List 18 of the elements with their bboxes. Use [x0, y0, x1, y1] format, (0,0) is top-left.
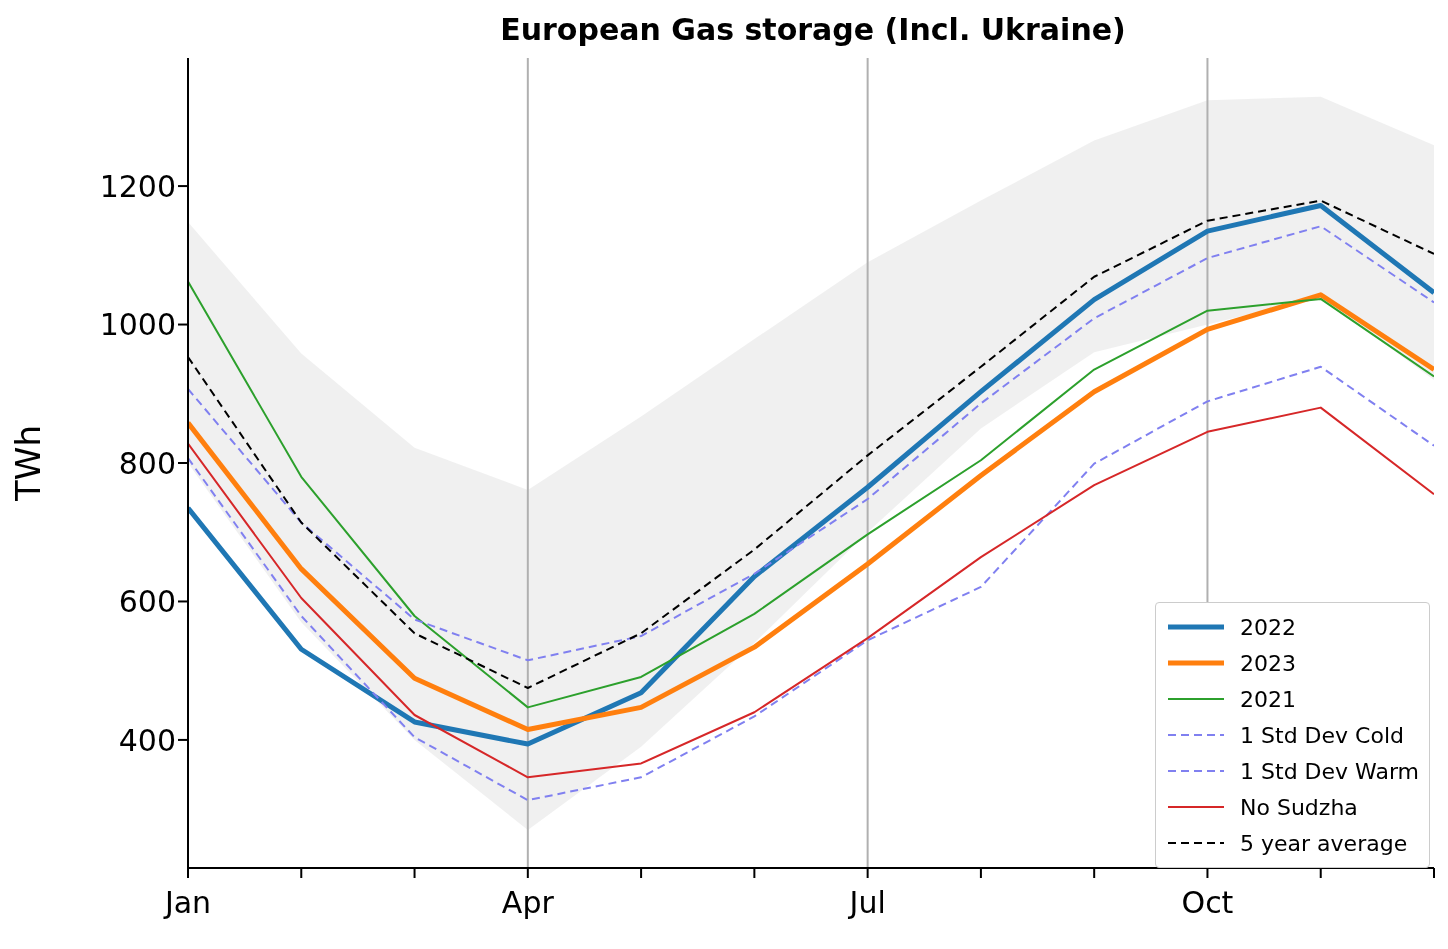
legend-label: 1 Std Dev Warm [1240, 758, 1419, 784]
y-tick-label: 600 [118, 584, 176, 620]
y-axis-title: TWh [8, 425, 49, 502]
y-tick-label: 1000 [99, 307, 176, 343]
legend-label: 2021 [1240, 686, 1297, 712]
x-tick-label: Apr [501, 885, 555, 921]
y-tick-label: 800 [118, 445, 176, 481]
legend-label: No Sudzha [1240, 794, 1358, 820]
x-tick-label: Jan [162, 885, 212, 921]
legend-label: 5 year average [1240, 830, 1408, 856]
x-tick-label: Oct [1181, 885, 1234, 921]
legend-label: 2022 [1240, 614, 1297, 640]
x-tick-label: Jul [847, 885, 886, 921]
legend-label: 2023 [1240, 650, 1297, 676]
legend-label: 1 Std Dev Cold [1240, 722, 1404, 748]
y-tick-label: 400 [118, 722, 176, 758]
chart-title: European Gas storage (Incl. Ukraine) [499, 12, 1127, 47]
y-tick-label: 1200 [99, 168, 176, 204]
